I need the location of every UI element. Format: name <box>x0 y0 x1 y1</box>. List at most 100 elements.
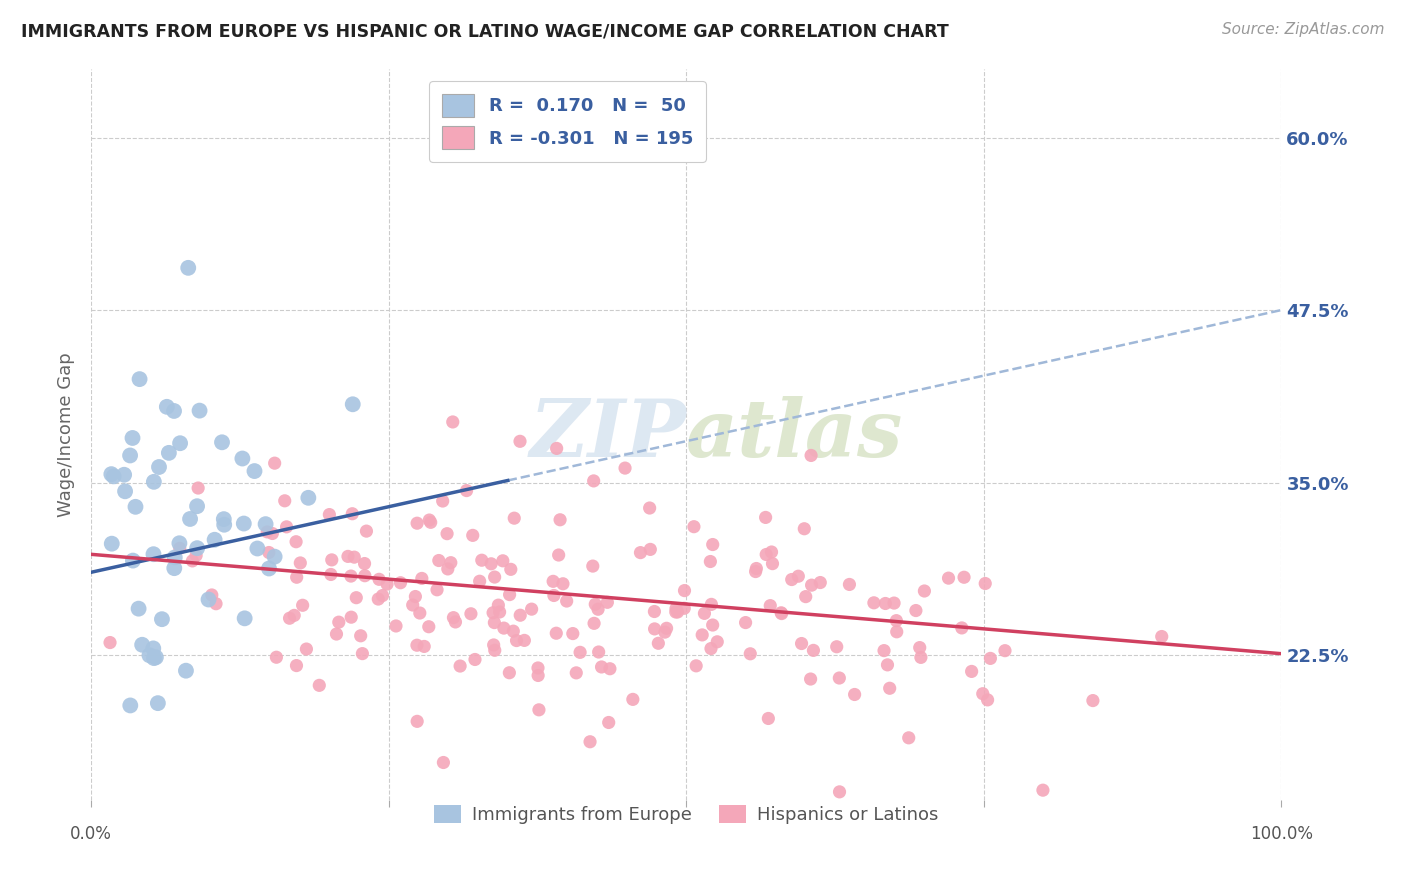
Point <box>274 493 297 508</box>
Point <box>838 577 860 591</box>
Point <box>555 594 578 608</box>
Point <box>547 548 569 562</box>
Point <box>640 542 662 557</box>
Point <box>502 624 524 639</box>
Point <box>187 481 209 495</box>
Point <box>484 615 506 630</box>
Point <box>879 681 901 696</box>
Point <box>340 610 363 624</box>
Point <box>278 611 301 625</box>
Point <box>389 575 412 590</box>
Point <box>197 592 219 607</box>
Point <box>527 661 550 675</box>
Point <box>468 574 491 589</box>
Point <box>700 641 723 656</box>
Point <box>356 524 378 538</box>
Point <box>1150 630 1173 644</box>
Point <box>443 610 465 624</box>
Point <box>976 693 998 707</box>
Point <box>184 549 207 563</box>
Point <box>498 665 520 680</box>
Text: Source: ZipAtlas.com: Source: ZipAtlas.com <box>1222 22 1385 37</box>
Point <box>385 619 408 633</box>
Point <box>685 658 707 673</box>
Point <box>319 567 342 582</box>
Point <box>700 598 723 612</box>
Point <box>643 605 665 619</box>
Point <box>263 549 285 564</box>
Y-axis label: Wage/Income Gap: Wage/Income Gap <box>58 351 75 516</box>
Point <box>169 436 191 450</box>
Point <box>406 638 429 652</box>
Text: ZIP: ZIP <box>530 395 686 473</box>
Point <box>808 575 831 590</box>
Point <box>340 569 363 583</box>
Point <box>441 415 464 429</box>
Point <box>181 554 204 568</box>
Point <box>569 645 592 659</box>
Point <box>598 715 620 730</box>
Point <box>844 688 866 702</box>
Point <box>479 557 502 571</box>
Point <box>520 602 543 616</box>
Point <box>863 596 886 610</box>
Point <box>143 651 166 665</box>
Point <box>321 553 343 567</box>
Point <box>761 557 783 571</box>
Point <box>283 608 305 623</box>
Point <box>979 651 1001 665</box>
Point <box>353 568 375 582</box>
Point <box>561 626 583 640</box>
Point <box>582 474 605 488</box>
Point <box>163 561 186 575</box>
Point <box>484 643 506 657</box>
Point <box>243 464 266 478</box>
Point <box>787 569 810 583</box>
Point <box>352 647 374 661</box>
Point <box>179 512 201 526</box>
Point <box>509 434 531 449</box>
Point <box>432 494 454 508</box>
Point <box>325 627 347 641</box>
Point <box>828 671 851 685</box>
Point <box>128 601 150 615</box>
Point <box>413 640 436 654</box>
Point <box>212 517 235 532</box>
Point <box>745 561 768 575</box>
Text: atlas: atlas <box>686 395 904 473</box>
Point <box>546 442 568 456</box>
Point <box>800 578 823 592</box>
Point <box>449 659 471 673</box>
Point <box>328 615 350 629</box>
Point <box>1081 693 1104 707</box>
Point <box>367 592 389 607</box>
Point <box>486 598 509 612</box>
Point <box>336 549 359 564</box>
Point <box>886 614 908 628</box>
Point <box>254 517 277 532</box>
Point <box>673 583 696 598</box>
Point <box>655 621 678 635</box>
Point <box>285 658 308 673</box>
Point <box>513 633 536 648</box>
Point <box>169 541 191 556</box>
Point <box>599 662 621 676</box>
Point <box>800 449 823 463</box>
Point <box>770 606 793 620</box>
Point <box>188 403 211 417</box>
Point <box>755 548 778 562</box>
Point <box>794 590 817 604</box>
Point <box>98 635 121 649</box>
Point <box>503 511 526 525</box>
Point <box>318 508 340 522</box>
Point <box>974 576 997 591</box>
Point <box>759 599 782 613</box>
Point <box>114 484 136 499</box>
Point <box>586 602 609 616</box>
Point <box>342 507 364 521</box>
Point <box>343 550 366 565</box>
Point <box>583 616 606 631</box>
Point <box>471 553 494 567</box>
Point <box>509 608 531 623</box>
Point <box>437 562 460 576</box>
